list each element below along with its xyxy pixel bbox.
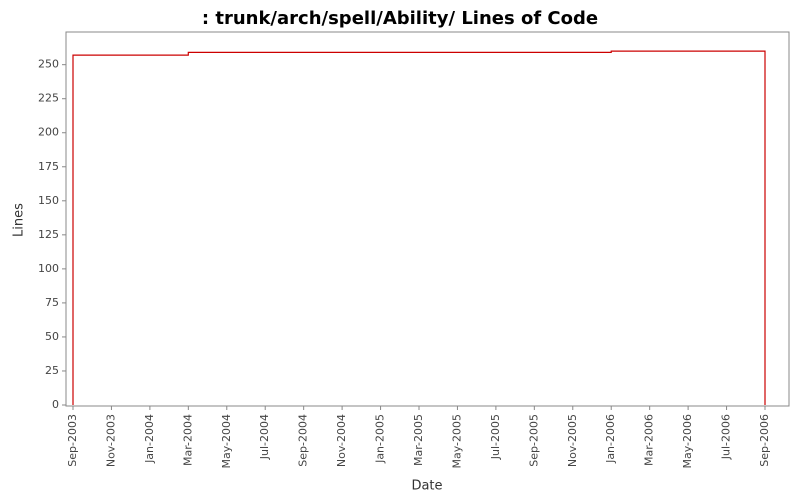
y-tick-label: 225 [38,92,59,105]
x-tick-label: Nov-2004 [335,414,348,467]
plot-area [65,31,790,407]
x-tick-label: May-2006 [681,414,694,469]
x-tick-label: Sep-2006 [758,414,771,467]
y-tick-label: 125 [38,228,59,241]
x-tick-label: Nov-2003 [104,414,117,467]
x-axis-title: Date [411,479,442,494]
x-tick-label: Jan-2006 [604,414,617,464]
x-tick-label: May-2005 [450,414,463,469]
y-axis-title: Lines [12,203,27,237]
y-tick-label: 25 [45,364,59,377]
y-tick-label: 150 [38,194,59,207]
y-tick-label: 75 [45,296,59,309]
x-tick-label: May-2004 [220,414,233,469]
x-tick-label: Jul-2006 [720,414,733,460]
y-tick-label: 50 [45,330,59,343]
y-tick-label: 175 [38,160,59,173]
x-tick-label: Sep-2003 [66,414,79,467]
x-tick-label: Mar-2005 [412,414,425,466]
y-tick-label: 100 [38,262,59,275]
chart-title: : trunk/arch/spell/Ability/ Lines of Cod… [202,8,598,29]
y-tick-label: 250 [38,58,59,71]
x-tick-label: Jan-2004 [143,414,156,464]
y-tick-label: 200 [38,126,59,139]
x-tick-label: Jul-2004 [258,414,271,460]
x-tick-label: Jan-2005 [374,414,387,464]
x-tick-label: Mar-2004 [181,414,194,466]
x-tick-label: Sep-2005 [527,414,540,467]
x-tick-label: Sep-2004 [297,414,310,467]
x-tick-label: Jul-2005 [489,414,502,460]
x-tick-label: Mar-2006 [643,414,656,466]
series-line [72,50,766,405]
y-tick-label: 0 [52,398,59,411]
x-tick-label: Nov-2005 [566,414,579,467]
